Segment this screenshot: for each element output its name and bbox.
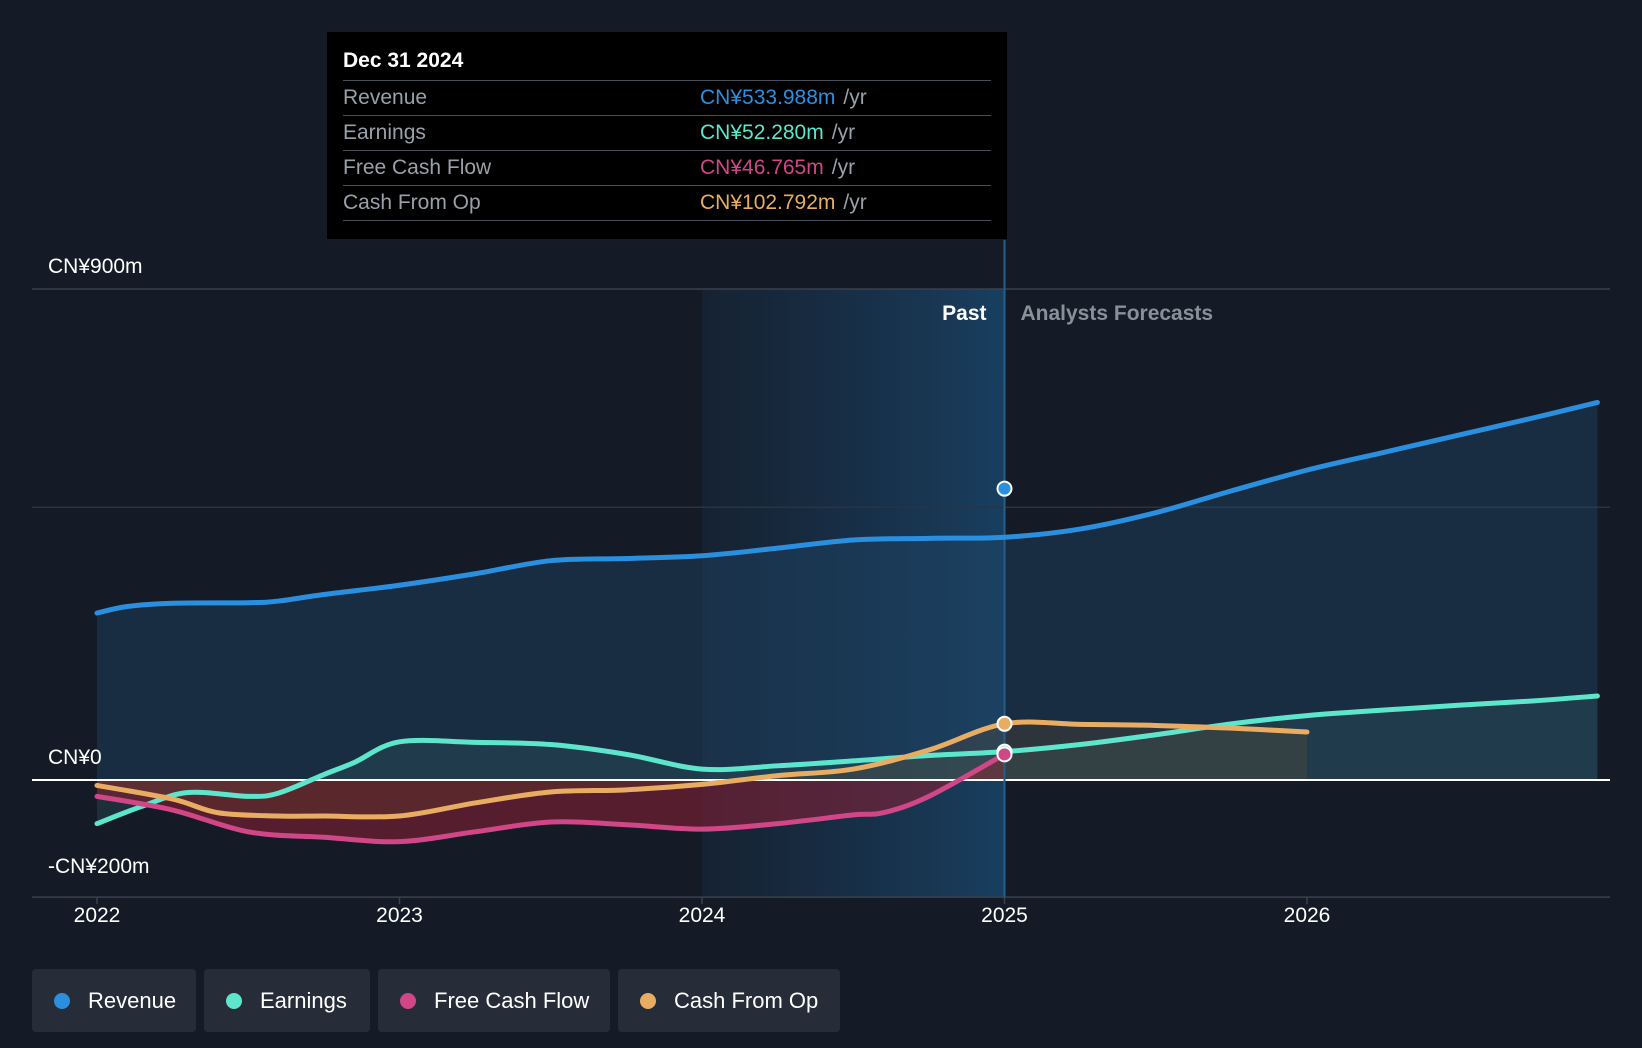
marker-revenue[interactable] — [996, 480, 1013, 497]
legend-dot-icon — [400, 992, 416, 1009]
forecast-label: Analysts Forecasts — [1021, 302, 1214, 325]
legend-item-revenue[interactable]: Revenue — [32, 969, 196, 1032]
tooltip-label: Cash From Op — [343, 191, 481, 214]
legend-label: Earnings — [260, 987, 347, 1013]
x-tick-label: 2025 — [981, 904, 1028, 927]
legend-dot-icon — [640, 992, 656, 1009]
tooltip-value: CN¥52.280m — [700, 121, 824, 144]
series-line-cash-from-op — [94, 719, 1310, 820]
tooltip-value: CN¥46.765m — [700, 156, 824, 179]
x-tick-label: 2023 — [376, 904, 423, 927]
tooltip: Dec 31 2024 Revenue CN¥533.988m /yr Earn… — [327, 32, 1007, 239]
tooltip-row-free-cash-flow: Free Cash Flow CN¥46.765m /yr — [343, 150, 991, 185]
area-free-cash-flow — [97, 754, 1005, 842]
legend-label: Free Cash Flow — [434, 987, 590, 1013]
tooltip-unit: /yr — [843, 191, 867, 214]
legend-dot-icon — [226, 992, 242, 1009]
series-line-revenue — [94, 399, 1600, 616]
tooltip-unit: /yr — [831, 121, 856, 144]
tooltip-label: Earnings — [343, 121, 426, 144]
x-tick-label: 2026 — [1284, 904, 1331, 927]
series-line-earnings — [94, 693, 1600, 827]
legend-item-earnings[interactable]: Earnings — [204, 969, 370, 1032]
legend-item-free-cash-flow[interactable]: Free Cash Flow — [378, 969, 610, 1032]
past-label: Past — [942, 302, 986, 325]
tooltip-value: CN¥533.988m — [700, 86, 836, 109]
y-tick-label: CN¥900m — [48, 255, 143, 278]
x-tick-label: 2024 — [679, 904, 726, 927]
tooltip-date: Dec 31 2024 — [343, 49, 464, 72]
legend-label: Cash From Op — [674, 987, 819, 1013]
tooltip-row-cash-from-op: Cash From Op CN¥102.792m /yr — [343, 185, 991, 221]
y-tick-label: CN¥0 — [48, 746, 102, 769]
marker-cash-from-op[interactable] — [996, 715, 1013, 732]
legend-dot-icon — [54, 992, 70, 1009]
legend-item-cash-from-op[interactable]: Cash From Op — [618, 969, 840, 1032]
tooltip-row-revenue: Revenue CN¥533.988m /yr — [343, 80, 991, 115]
x-tick-label: 2022 — [74, 904, 121, 927]
legend-label: Revenue — [88, 987, 177, 1013]
area-revenue — [97, 402, 1598, 780]
tooltip-value: CN¥102.792m — [700, 191, 836, 214]
tooltip-row-earnings: Earnings CN¥52.280m /yr — [343, 115, 991, 150]
tooltip-label: Revenue — [343, 86, 428, 109]
tooltip-label: Free Cash Flow — [343, 156, 492, 179]
tooltip-unit: /yr — [843, 86, 867, 109]
marker-free-cash-flow[interactable] — [996, 746, 1013, 763]
y-tick-label: -CN¥200m — [48, 855, 150, 878]
series-line-free-cash-flow — [94, 751, 1007, 845]
tooltip-unit: /yr — [831, 156, 856, 179]
